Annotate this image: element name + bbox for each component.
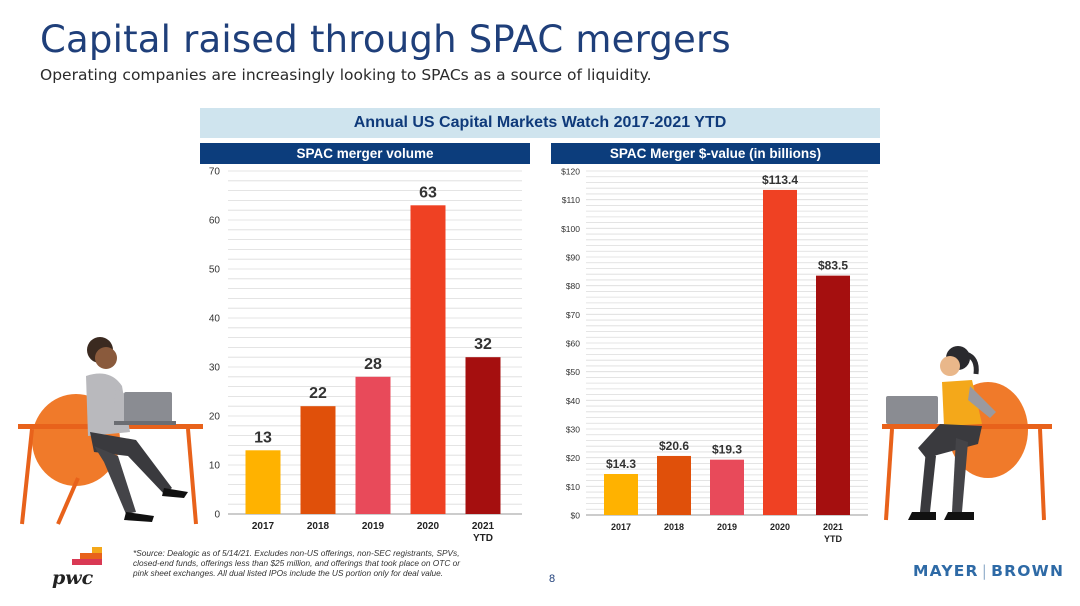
- value-bar-2018: [657, 455, 691, 515]
- value-ytick-label: $80: [566, 281, 580, 291]
- volume-ytick-label: 0: [214, 510, 220, 521]
- volume-category-label: 2017: [252, 521, 275, 532]
- value-ytick-label: $60: [566, 339, 580, 349]
- value-ytick-label: $10: [566, 482, 580, 492]
- value-data-label: $19.3: [712, 443, 742, 457]
- page-title: Capital raised through SPAC mergers: [40, 18, 731, 61]
- volume-ytick-label: 50: [209, 265, 221, 276]
- value-category-label: 2017: [611, 522, 631, 532]
- value-ytick-label: $20: [566, 453, 580, 463]
- volume-ytick-label: 20: [209, 412, 221, 423]
- page-number: 8: [549, 573, 556, 585]
- volume-data-label: 13: [254, 429, 272, 446]
- person-at-laptop-icon: [882, 346, 1052, 521]
- volume-bar-2021: [465, 357, 501, 514]
- value-ytick-label: $50: [566, 367, 580, 377]
- value-ytick-label: $100: [561, 224, 580, 234]
- value-category-label: 2020: [770, 522, 790, 532]
- value-category-label: 2018: [664, 522, 684, 532]
- person-at-laptop-icon: [18, 337, 203, 525]
- volume-ytick-label: 60: [209, 216, 221, 227]
- value-bar-2017: [604, 474, 638, 515]
- pwc-logo: pwc: [50, 547, 114, 593]
- volume-data-label: 63: [419, 184, 437, 201]
- value-bar-2020: [763, 189, 797, 516]
- value-chart-title: SPAC Merger $-value (in billions): [551, 143, 880, 164]
- value-ytick-label: $70: [566, 310, 580, 320]
- value-ytick-label: $90: [566, 253, 580, 263]
- volume-category-sublabel: YTD: [473, 533, 493, 544]
- source-footnote: *Source: Dealogic as of 5/14/21. Exclude…: [133, 548, 460, 579]
- mayer-brown-logo-right: BROWN: [991, 562, 1065, 580]
- volume-data-label: 32: [474, 336, 492, 353]
- value-data-label: $113.4: [762, 173, 798, 187]
- volume-category-label: 2021: [472, 521, 495, 532]
- value-ytick-label: $110: [562, 195, 581, 205]
- value-ytick-label: $40: [566, 396, 580, 406]
- page-subtitle: Operating companies are increasingly loo…: [40, 66, 652, 84]
- volume-ytick-label: 40: [209, 314, 221, 325]
- value-ytick-label: $30: [566, 425, 580, 435]
- value-ytick-label: $120: [561, 167, 580, 177]
- volume-bar-2017: [245, 450, 281, 514]
- mayer-brown-logo-left: MAYER: [913, 562, 979, 580]
- volume-ytick-label: 10: [209, 461, 221, 472]
- volume-category-label: 2020: [417, 521, 440, 532]
- mayer-brown-logo: MAYER | BROWN: [913, 562, 1064, 580]
- value-bar-2019: [710, 459, 744, 515]
- value-data-label: $14.3: [606, 457, 636, 471]
- volume-bar-2020: [410, 205, 446, 515]
- pwc-logo-text: pwc: [52, 567, 94, 589]
- volume-category-label: 2018: [307, 521, 330, 532]
- volume-bar-chart: 0 10 20 30 40 50 60 70 13 2017 22 2018 28 2019 63 2020 3…: [209, 167, 522, 544]
- value-bar-chart: $0 $10 $20 $30 $40 $50 $60 $70 $80 $90 $100 $110 $12…: [561, 167, 868, 544]
- value-data-label: $20.6: [659, 439, 689, 453]
- charts-banner: Annual US Capital Markets Watch 2017-202…: [200, 108, 880, 138]
- value-ytick-label: $0: [571, 511, 581, 521]
- value-data-label: $83.5: [818, 259, 848, 273]
- value-category-sublabel: YTD: [824, 534, 843, 544]
- value-category-label: 2021: [823, 522, 843, 532]
- volume-category-label: 2019: [362, 521, 385, 532]
- volume-data-label: 22: [309, 385, 327, 402]
- value-bar-2021: [816, 275, 850, 515]
- volume-ytick-label: 30: [209, 363, 221, 374]
- mayer-brown-logo-separator: |: [981, 562, 989, 580]
- value-category-label: 2019: [717, 522, 737, 532]
- volume-data-label: 28: [364, 356, 382, 373]
- volume-chart-title: SPAC merger volume: [200, 143, 530, 164]
- volume-bar-2018: [300, 406, 336, 514]
- volume-ytick-label: 70: [209, 167, 221, 178]
- volume-bar-2019: [355, 376, 391, 514]
